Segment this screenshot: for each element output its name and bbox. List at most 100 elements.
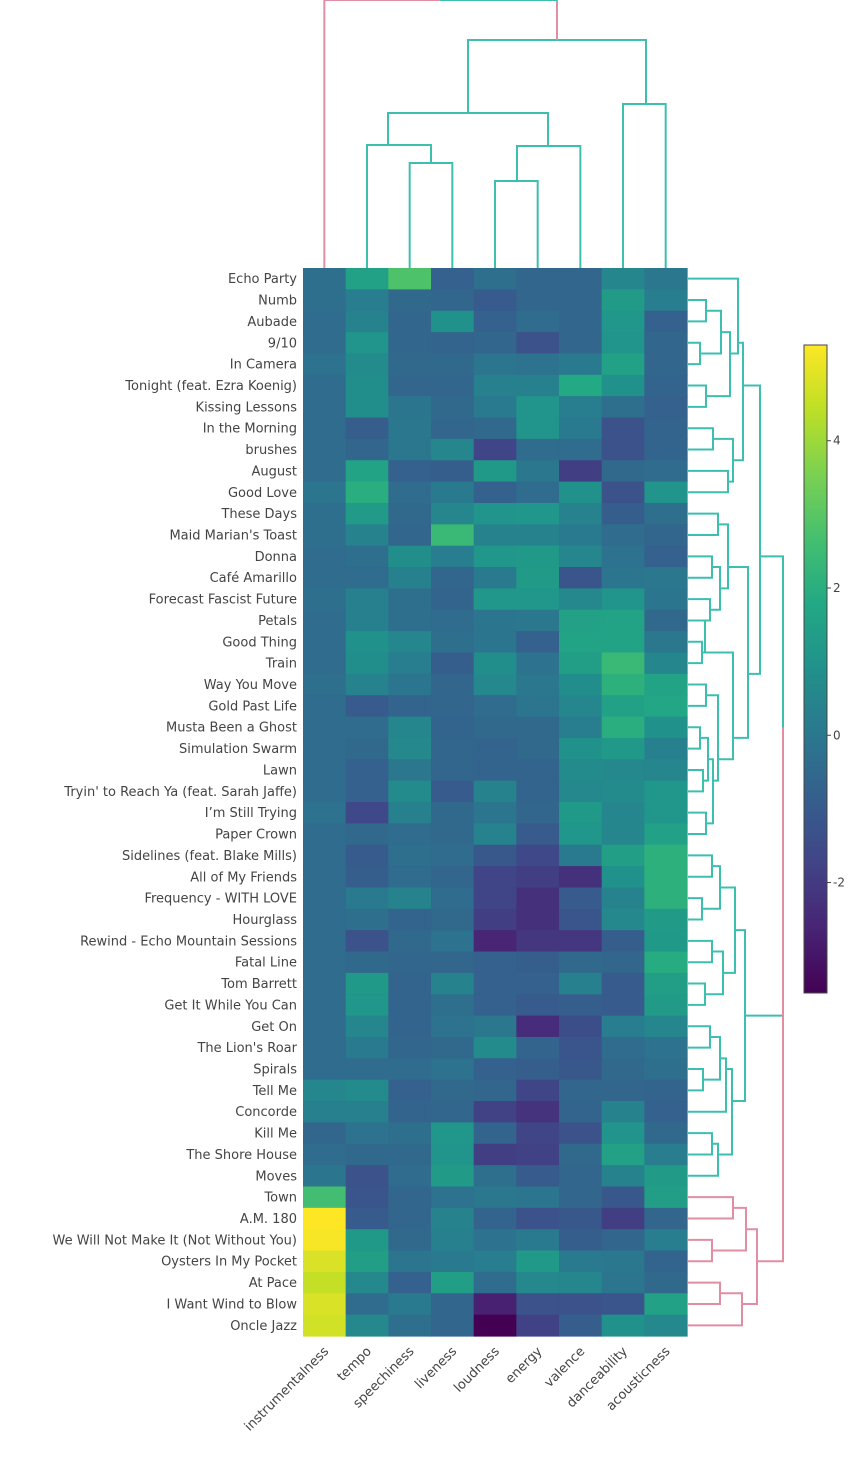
dendrogram-link: [688, 1238, 713, 1263]
heatmap-cell: [388, 1293, 432, 1316]
heatmap-cell: [345, 1207, 389, 1230]
heatmap-cell: [303, 1250, 347, 1273]
heatmap-cell: [516, 673, 560, 696]
heatmap-cell: [345, 716, 389, 739]
heatmap-cell: [516, 908, 560, 931]
heatmap-cell: [559, 481, 603, 504]
heatmap-cell: [345, 802, 389, 824]
heatmap-cell: [388, 930, 432, 953]
dendrogram-link: [743, 384, 761, 675]
heatmap-cell: [388, 609, 432, 632]
heatmap-cell: [559, 588, 603, 611]
heatmap-cell: [559, 374, 603, 397]
row-label: The Lion's Roar: [196, 1041, 297, 1056]
heatmap-cell: [303, 481, 347, 504]
heatmap-cell: [388, 524, 432, 547]
heatmap-cell: [601, 652, 645, 675]
heatmap-cell: [559, 353, 603, 376]
heatmap-cell: [388, 1165, 432, 1188]
row-label: Fatal Line: [235, 956, 297, 971]
heatmap-cell: [345, 866, 389, 889]
heatmap-cell: [559, 652, 603, 675]
dendrogram-link: [688, 299, 707, 323]
heatmap-cell: [388, 1015, 432, 1038]
heatmap-cell: [388, 823, 432, 846]
heatmap-cell: [303, 1165, 347, 1188]
heatmap-cell: [601, 481, 645, 504]
heatmap-cell: [431, 972, 475, 995]
heatmap-cell: [431, 332, 475, 355]
dendrogram-link: [688, 939, 713, 964]
heatmap-cell: [601, 417, 645, 440]
dendrogram-link: [494, 180, 539, 268]
row-label: Café Amarillo: [210, 571, 297, 586]
heatmap-cell: [516, 332, 560, 355]
heatmap-cell: [388, 652, 432, 675]
heatmap-cell: [431, 374, 475, 397]
heatmap-cell: [345, 332, 389, 355]
dendrogram-link: [622, 103, 667, 268]
heatmap-cell: [431, 1250, 475, 1273]
heatmap-cell: [559, 737, 603, 760]
heatmap-cell: [303, 844, 347, 867]
dendrogram-link: [706, 694, 719, 782]
heatmap-cell: [431, 310, 475, 333]
column-label: tempo: [335, 1344, 375, 1384]
heatmap-cell: [644, 994, 688, 1017]
dendrogram-link: [688, 1281, 721, 1305]
heatmap-cell: [601, 930, 645, 953]
heatmap-cell: [559, 972, 603, 995]
dendrogram-link: [688, 683, 707, 707]
row-label: The Shore House: [185, 1148, 297, 1163]
heatmap-cell: [345, 460, 389, 483]
heatmap-cell: [516, 802, 560, 824]
heatmap-cell: [601, 460, 645, 483]
row-label: Simulation Swarm: [179, 742, 297, 757]
heatmap-cell: [303, 1036, 347, 1059]
heatmap-cell: [303, 908, 347, 931]
heatmap-cell: [601, 609, 645, 632]
heatmap-cell: [559, 780, 603, 803]
dendrogram-link: [688, 811, 707, 836]
heatmap-cell: [303, 332, 347, 355]
heatmap-cell: [559, 396, 603, 419]
heatmap-cell: [601, 1036, 645, 1059]
heatmap-cell: [431, 1293, 475, 1316]
heatmap-cell: [431, 737, 475, 760]
heatmap-cell: [388, 1122, 432, 1145]
heatmap-cell: [516, 609, 560, 632]
heatmap-cell: [303, 1186, 347, 1209]
heatmap-cell: [388, 759, 432, 782]
row-label: Kill Me: [254, 1127, 297, 1142]
row-label: Petals: [258, 614, 297, 629]
heatmap-cell: [644, 1229, 688, 1252]
heatmap-cell: [601, 673, 645, 696]
heatmap-cell: [559, 994, 603, 1017]
heatmap-cell: [345, 417, 389, 440]
heatmap-cell: [601, 310, 645, 333]
heatmap-cell: [431, 396, 475, 419]
heatmap-cell: [473, 588, 517, 611]
heatmap-cell: [431, 1271, 475, 1294]
heatmap-cell: [388, 1143, 432, 1166]
heatmap-cell: [303, 524, 347, 547]
heatmap-cell: [473, 417, 517, 440]
heatmap-cell: [303, 652, 347, 675]
heatmap-cell: [431, 268, 475, 290]
heatmap-cell: [516, 1079, 560, 1102]
heatmap-cell: [644, 438, 688, 461]
heatmap-cell: [516, 353, 560, 376]
heatmap-cell: [431, 1015, 475, 1038]
heatmap-cell: [516, 1015, 560, 1038]
heatmap-cell: [644, 1058, 688, 1081]
heatmap-cell: [473, 652, 517, 675]
dendrogram-link: [706, 331, 731, 398]
heatmap-cell: [601, 502, 645, 525]
heatmap-cell: [303, 1143, 347, 1166]
heatmap-cell: [345, 994, 389, 1017]
heatmap-cell: [644, 545, 688, 568]
heatmap-cell: [559, 951, 603, 974]
heatmap-cell: [601, 1186, 645, 1209]
heatmap-cell: [473, 353, 517, 376]
heatmap-cell: [303, 972, 347, 995]
